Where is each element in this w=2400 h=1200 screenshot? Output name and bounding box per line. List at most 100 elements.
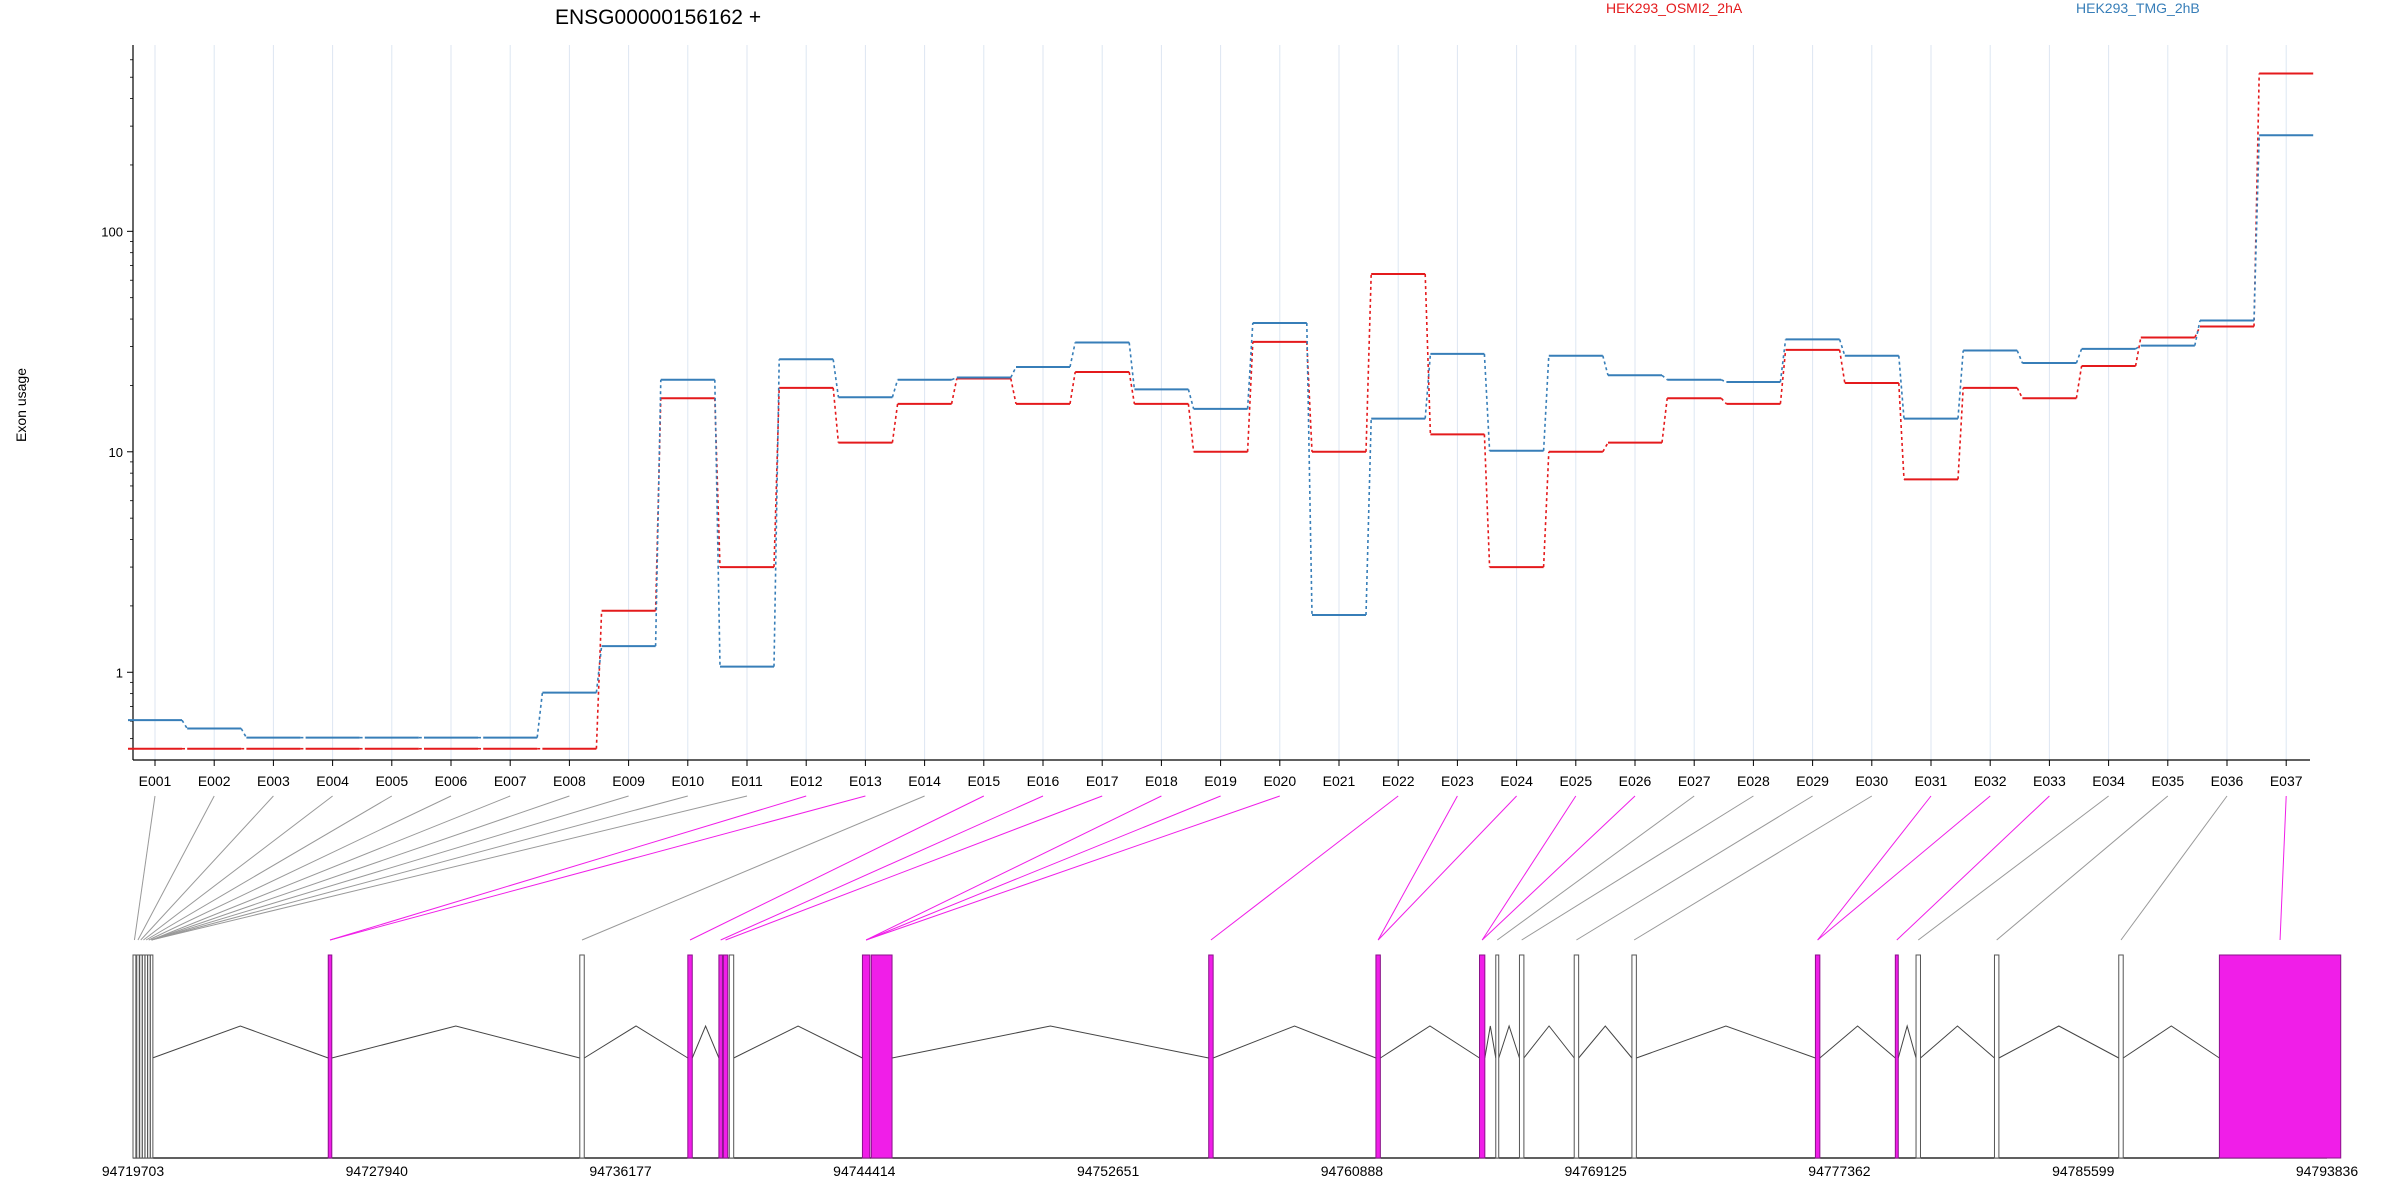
genome-coordinate-label: 94727940	[346, 1163, 409, 1179]
exon-box	[728, 954, 735, 1159]
series-connector	[1483, 434, 1491, 568]
series-connector	[654, 379, 662, 647]
x-tick-label: E004	[316, 773, 349, 789]
intron-line	[891, 1025, 1209, 1059]
series-connector	[2135, 344, 2142, 350]
exon-box	[149, 954, 154, 1159]
intron-line	[2122, 1025, 2220, 1059]
exon-connectors	[133, 795, 2287, 941]
x-tick-label: E029	[1796, 773, 1829, 789]
exon-connector	[137, 795, 215, 941]
series-connector	[832, 359, 840, 398]
intron-line	[1998, 1025, 2120, 1059]
exon-connector	[2279, 795, 2287, 941]
x-tick-label: E030	[1855, 773, 1888, 789]
exon-connector	[689, 795, 985, 941]
x-tick-label: E015	[967, 773, 1000, 789]
x-tick-label: E009	[612, 773, 645, 789]
exon-box	[1495, 954, 1500, 1159]
x-tick-label: E023	[1441, 773, 1474, 789]
series-connector	[2016, 387, 2024, 399]
exon-connector	[720, 795, 1044, 941]
gene-model: 94719703 94727940 94736177 94744414 94752651…	[102, 954, 2358, 1179]
exon-box	[2118, 954, 2124, 1159]
series-connector	[1010, 378, 1017, 405]
series-connector	[240, 728, 248, 739]
exon-connector	[151, 795, 511, 941]
exon-connector	[151, 795, 688, 941]
y-tick-label: 100	[101, 224, 123, 239]
y-axis: 1 10 100	[101, 45, 134, 760]
exon-box	[2218, 954, 2342, 1159]
series-connector	[1365, 418, 1372, 616]
exon-connector	[143, 795, 333, 941]
exon-box	[147, 954, 151, 1159]
series-connector	[1838, 339, 1846, 356]
series-connector	[1602, 442, 1609, 453]
intron-line	[691, 1024, 720, 1059]
series-connector	[2253, 135, 2260, 321]
x-tick-label: E022	[1382, 773, 1415, 789]
exon-box	[141, 954, 146, 1159]
exon-box	[579, 954, 585, 1159]
series-connector	[1069, 371, 1076, 404]
exon-connector	[1521, 795, 1754, 941]
exon-box	[139, 954, 143, 1159]
y-tick-label: 10	[109, 445, 123, 460]
series-connector	[1602, 355, 1609, 376]
exon-connector	[151, 795, 570, 941]
exon-box	[718, 954, 723, 1159]
series-connector	[1898, 355, 1905, 419]
series-connector	[1424, 353, 1432, 419]
exon-connector	[329, 795, 866, 941]
series-connector	[1010, 366, 1017, 378]
x-tick-label: E007	[494, 773, 527, 789]
x-tick-label: E005	[375, 773, 408, 789]
series-connector	[595, 646, 603, 693]
series-connector	[891, 379, 899, 398]
intron-line	[1484, 1025, 1497, 1059]
series-connector	[1957, 350, 1964, 419]
x-tick-label: E013	[849, 773, 882, 789]
series-2	[128, 134, 2314, 739]
series-connector	[891, 403, 899, 443]
series-connector	[1838, 349, 1846, 384]
x-tick-label: E011	[731, 773, 763, 789]
series-connector	[595, 610, 603, 749]
exon-connector	[1576, 795, 1813, 941]
genome-coordinate-label: 94760888	[1321, 1163, 1384, 1179]
series-connector	[1542, 451, 1550, 568]
exon-connector	[151, 795, 629, 941]
x-tick-label: E010	[671, 773, 704, 789]
series-connector	[2075, 348, 2083, 364]
chart-title: ENSG00000156162 +	[555, 6, 761, 29]
x-tick-label: E037	[2270, 773, 2303, 789]
series-connector	[1306, 322, 1313, 615]
series-connector	[1128, 342, 1136, 390]
intron-line	[1819, 1025, 1896, 1059]
exon-connector	[1481, 795, 1636, 941]
exon-connector	[1496, 795, 1695, 941]
exon-connector	[145, 795, 393, 941]
exon-box	[722, 954, 729, 1159]
series-connector	[536, 692, 544, 738]
exon-connector	[725, 795, 1103, 941]
genome-coordinate-label: 94785599	[2052, 1163, 2115, 1179]
y-axis-label: Exon usage	[13, 368, 29, 442]
exon-box	[870, 954, 893, 1159]
x-tick-label: E008	[553, 773, 586, 789]
intron-line	[1920, 1025, 1995, 1059]
series-connector	[1542, 355, 1550, 451]
series-connector	[1424, 274, 1432, 435]
x-tick-label: E025	[1559, 773, 1592, 789]
series-connector	[1187, 403, 1195, 452]
series-connector	[1898, 383, 1905, 480]
intron-line	[1523, 1025, 1575, 1059]
exon-box	[1631, 954, 1637, 1159]
series-connector	[181, 719, 188, 729]
x-tick-label: E034	[2092, 773, 2125, 789]
series-lines	[128, 72, 2314, 750]
x-tick-label: E016	[1027, 773, 1060, 789]
x-tick-label: E035	[2151, 773, 2184, 789]
exon-connector	[151, 795, 748, 941]
